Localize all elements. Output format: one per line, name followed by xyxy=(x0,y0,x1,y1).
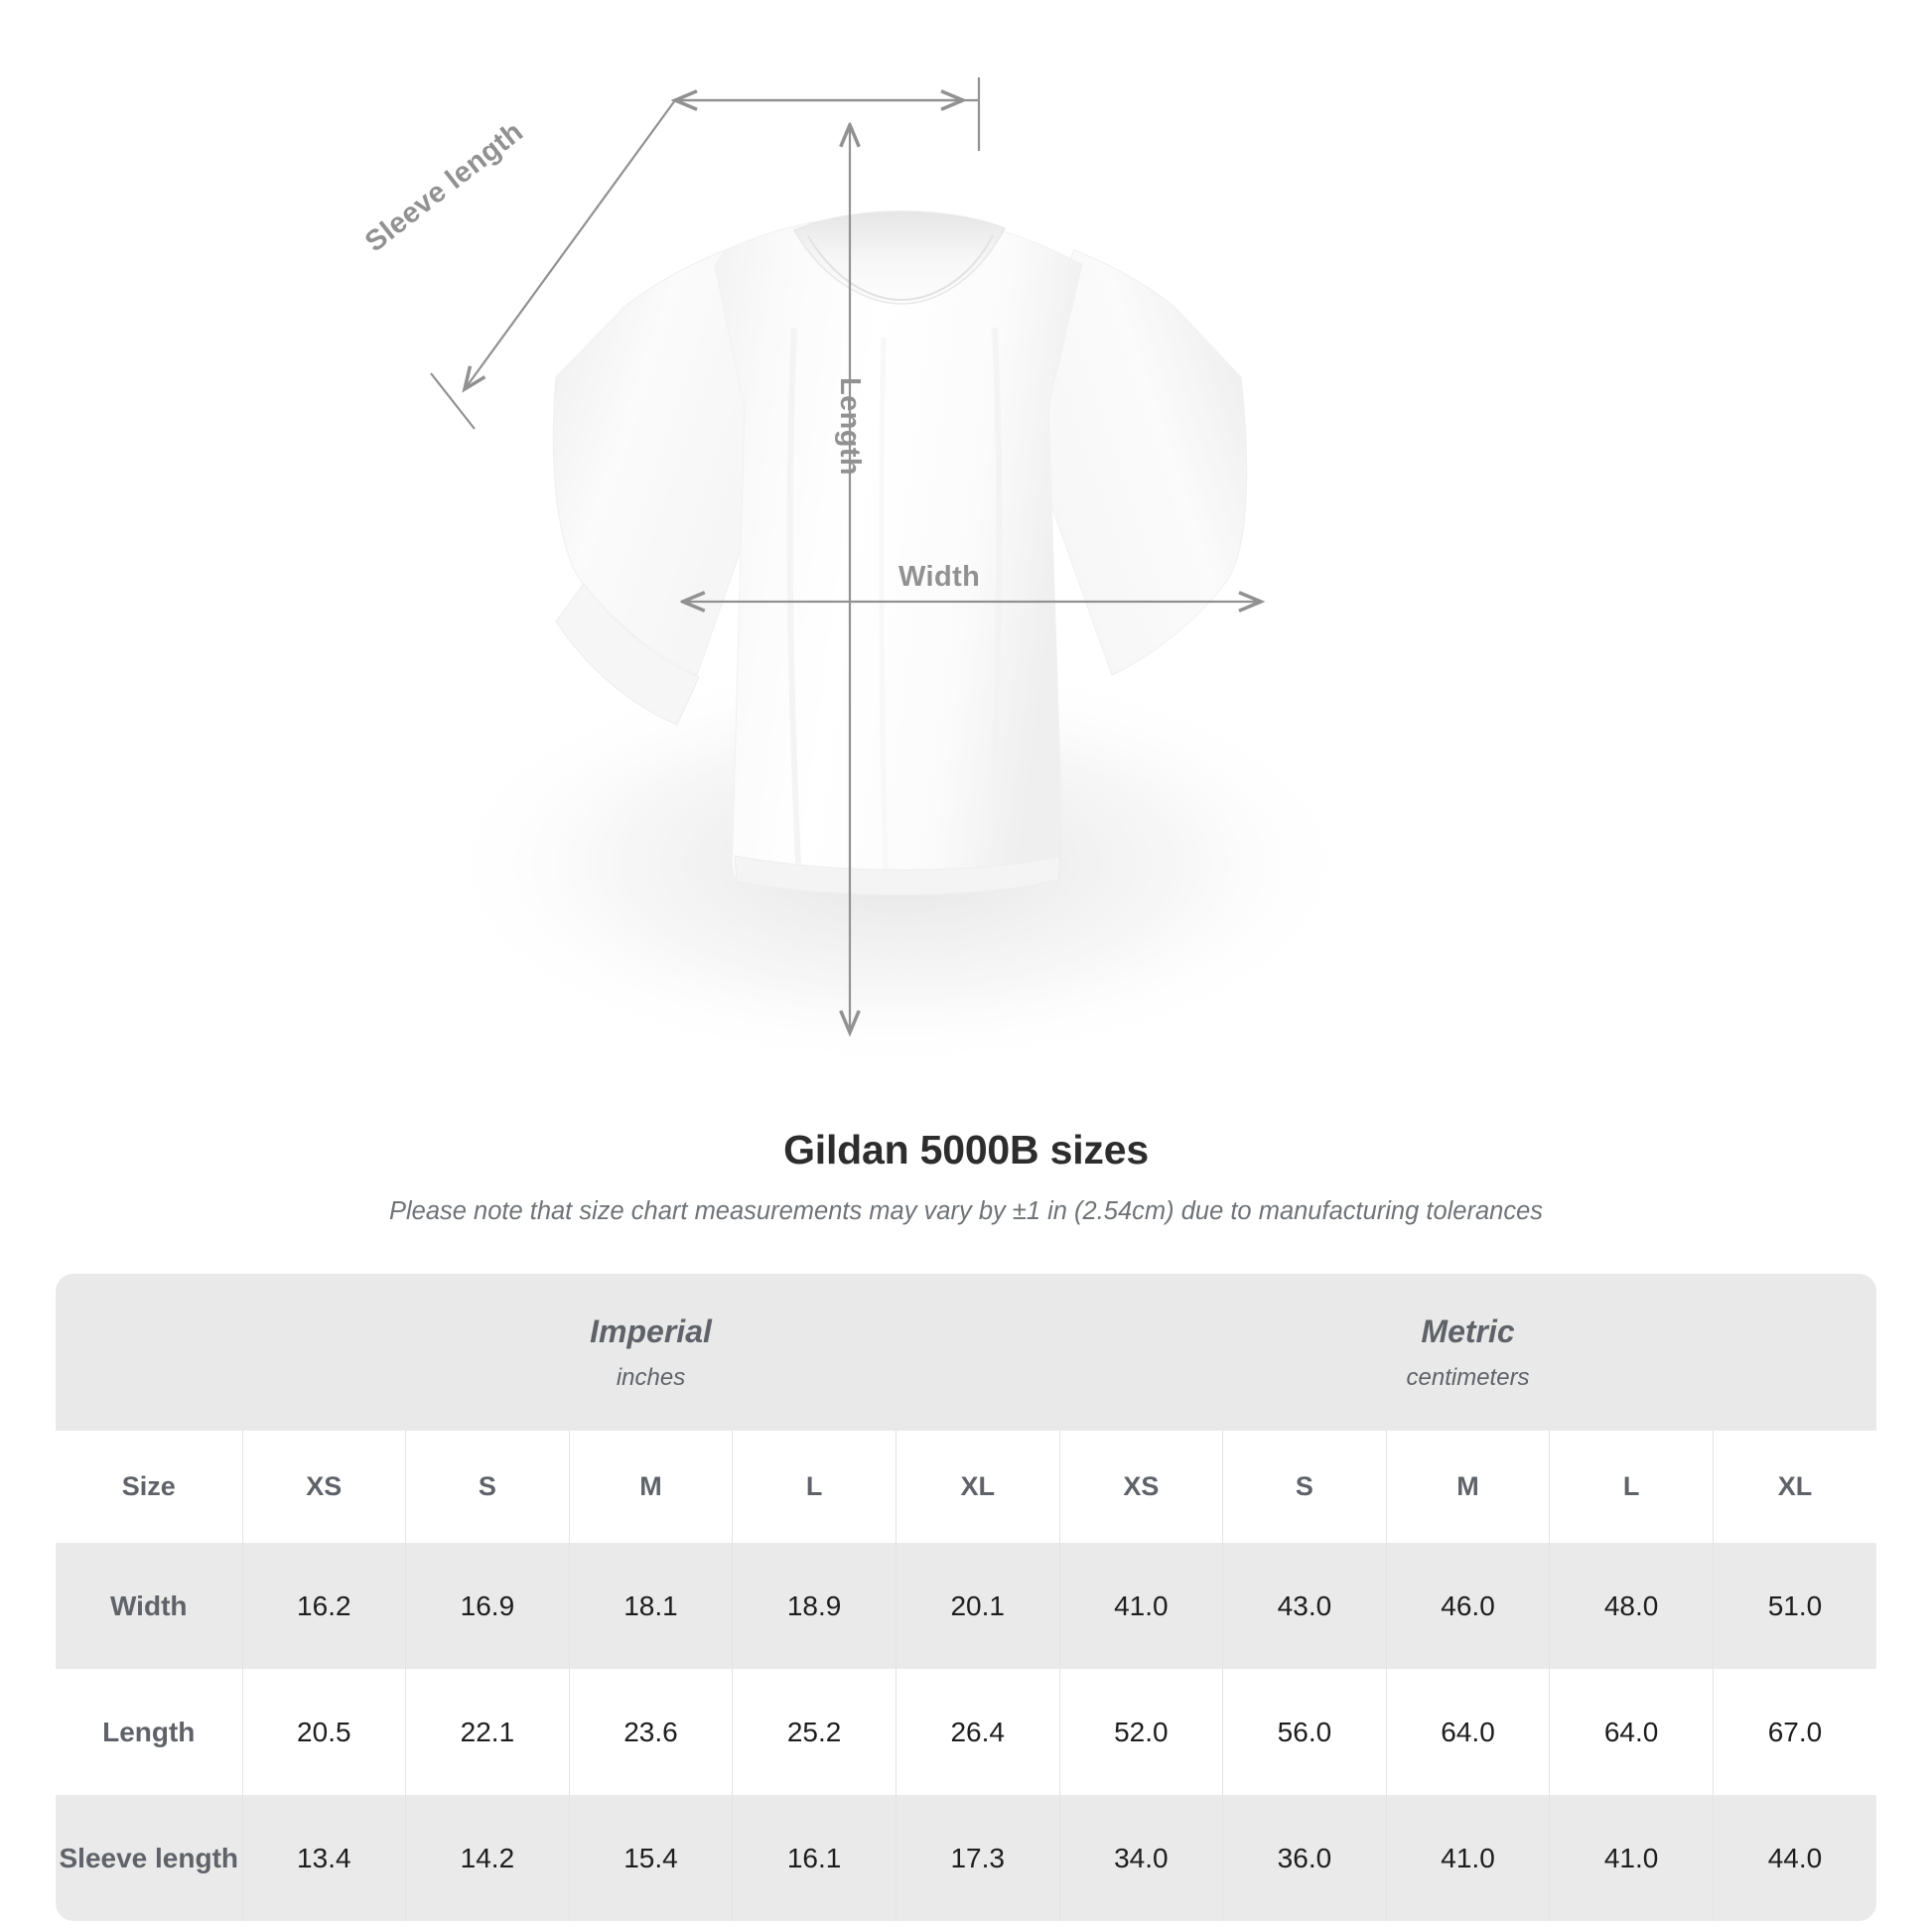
cell-length-imperial-xs: 20.5 xyxy=(241,1669,406,1795)
cell-sleeve-metric-xs: 34.0 xyxy=(1058,1795,1223,1921)
cell-sleeve-imperial-l: 16.1 xyxy=(732,1795,897,1921)
header-cell-imperial-s: S xyxy=(405,1431,570,1543)
cell-width-imperial-xs: 16.2 xyxy=(241,1543,406,1669)
cell-width-imperial-xl: 20.1 xyxy=(895,1543,1060,1669)
group-spacer-cell xyxy=(56,1274,242,1431)
length-label: Length xyxy=(834,377,866,477)
cell-sleeve-imperial-xs: 13.4 xyxy=(241,1795,406,1921)
group-unit-metric: centimeters xyxy=(1406,1364,1530,1391)
title-block: Gildan 5000B sizes Please note that size… xyxy=(0,1127,1932,1227)
header-cell-metric-s: S xyxy=(1222,1431,1387,1543)
row-label-width: Width xyxy=(56,1543,242,1669)
header-cell-metric-xl: XL xyxy=(1712,1431,1876,1543)
cell-sleeve-imperial-s: 14.2 xyxy=(405,1795,570,1921)
page-title: Gildan 5000B sizes xyxy=(783,1127,1149,1173)
cell-length-imperial-s: 22.1 xyxy=(405,1669,570,1795)
cell-length-metric-xs: 52.0 xyxy=(1058,1669,1223,1795)
cell-sleeve-metric-xl: 44.0 xyxy=(1712,1795,1876,1921)
cell-length-metric-xl: 67.0 xyxy=(1712,1669,1876,1795)
shirt-body xyxy=(714,213,1083,896)
tshirt-illustration xyxy=(328,79,1440,1082)
cell-width-metric-xs: 41.0 xyxy=(1058,1543,1223,1669)
header-cell-size: Size xyxy=(56,1431,242,1543)
group-cell-imperial: Imperial inches xyxy=(242,1274,1060,1431)
header-cell-metric-m: M xyxy=(1385,1431,1550,1543)
cell-sleeve-metric-m: 41.0 xyxy=(1385,1795,1550,1921)
product-image-area: Sleeve length Length Width xyxy=(328,77,1440,1082)
table-row: Sleeve length 13.4 14.2 15.4 16.1 17.3 3… xyxy=(56,1795,1876,1921)
cell-length-imperial-m: 23.6 xyxy=(568,1669,733,1795)
cell-sleeve-imperial-xl: 17.3 xyxy=(895,1795,1060,1921)
right-sleeve xyxy=(1012,249,1248,676)
cell-sleeve-metric-s: 36.0 xyxy=(1222,1795,1387,1921)
header-cell-imperial-xs: XS xyxy=(241,1431,406,1543)
header-cell-imperial-m: M xyxy=(568,1431,733,1543)
cell-width-metric-m: 46.0 xyxy=(1385,1543,1550,1669)
row-label-sleeve-length: Sleeve length xyxy=(56,1795,242,1921)
table-row: Width 16.2 16.9 18.1 18.9 20.1 41.0 43.0… xyxy=(56,1543,1876,1669)
size-table-container: Imperial inches Metric centimeters Size … xyxy=(56,1274,1876,1921)
width-label: Width xyxy=(898,561,981,593)
cell-width-imperial-s: 16.9 xyxy=(405,1543,570,1669)
group-title-imperial: Imperial xyxy=(590,1313,712,1349)
cell-length-imperial-xl: 26.4 xyxy=(895,1669,1060,1795)
group-unit-imperial: inches xyxy=(616,1364,686,1391)
cell-length-metric-m: 64.0 xyxy=(1385,1669,1550,1795)
cell-width-imperial-l: 18.9 xyxy=(732,1543,897,1669)
cell-width-imperial-m: 18.1 xyxy=(568,1543,733,1669)
cell-sleeve-metric-l: 41.0 xyxy=(1549,1795,1714,1921)
size-table: Imperial inches Metric centimeters Size … xyxy=(56,1274,1876,1921)
cell-sleeve-imperial-m: 15.4 xyxy=(568,1795,733,1921)
size-header-row: Size XS S M L XL XS S M L XL xyxy=(56,1431,1876,1543)
unit-group-header-row: Imperial inches Metric centimeters xyxy=(56,1274,1876,1431)
cell-width-metric-xl: 51.0 xyxy=(1712,1543,1876,1669)
group-cell-metric: Metric centimeters xyxy=(1059,1274,1876,1431)
group-title-metric: Metric xyxy=(1421,1313,1515,1349)
table-row: Length 20.5 22.1 23.6 25.2 26.4 52.0 56.… xyxy=(56,1669,1876,1795)
page-subtitle: Please note that size chart measurements… xyxy=(388,1197,1544,1226)
header-cell-imperial-l: L xyxy=(732,1431,897,1543)
header-cell-metric-l: L xyxy=(1549,1431,1714,1543)
cell-width-metric-s: 43.0 xyxy=(1222,1543,1387,1669)
cell-length-metric-l: 64.0 xyxy=(1549,1669,1714,1795)
row-label-length: Length xyxy=(56,1669,242,1795)
tshirt-graphic xyxy=(432,210,1365,1072)
header-cell-metric-xs: XS xyxy=(1058,1431,1223,1543)
cell-length-imperial-l: 25.2 xyxy=(732,1669,897,1795)
header-cell-imperial-xl: XL xyxy=(895,1431,1060,1543)
cell-width-metric-l: 48.0 xyxy=(1549,1543,1714,1669)
cell-length-metric-s: 56.0 xyxy=(1222,1669,1387,1795)
